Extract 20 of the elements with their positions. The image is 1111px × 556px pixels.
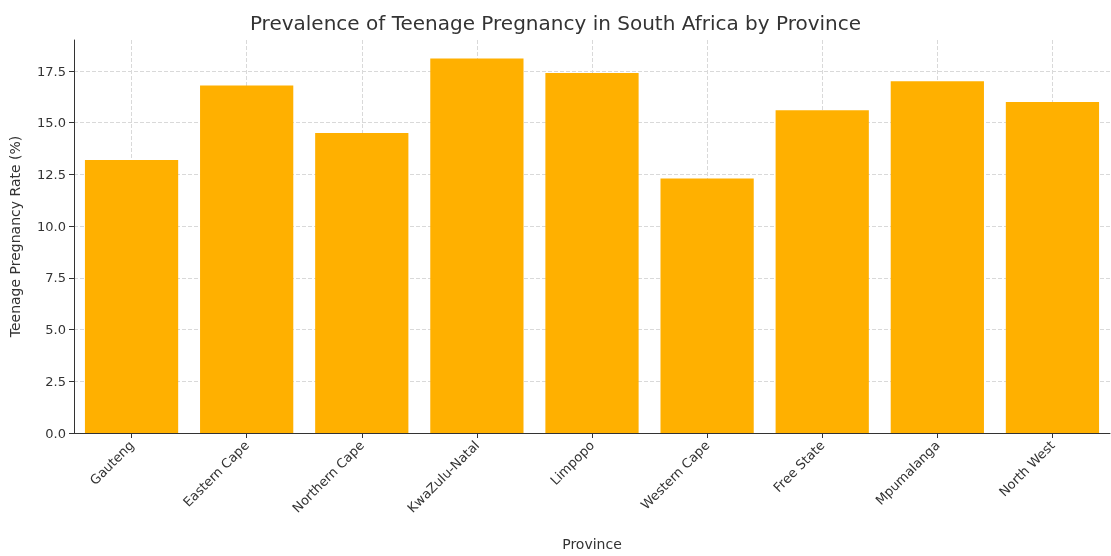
bar [775,110,869,433]
y-tick-label: 12.5 [37,166,66,182]
bar [545,73,639,433]
y-tick-label: 17.5 [37,63,66,79]
bar [430,58,524,433]
y-tick-label: 0.0 [45,425,66,441]
chart-title: Prevalence of Teenage Pregnancy in South Africa by Province [249,11,862,35]
y-tick-label: 10.0 [37,218,66,234]
bar [84,159,179,433]
x-axis-title: Province [562,536,622,552]
y-tick-label: 2.5 [45,373,66,389]
bar [200,85,294,433]
y-tick-label: 5.0 [45,322,66,338]
y-tick-label: 7.5 [45,270,66,286]
bar [315,133,409,433]
y-tick-label: 15.0 [37,115,66,131]
bar [1005,102,1100,433]
bar [890,81,984,433]
bar [660,178,754,433]
y-axis-title: Teenage Pregnancy Rate (%) [7,135,23,339]
